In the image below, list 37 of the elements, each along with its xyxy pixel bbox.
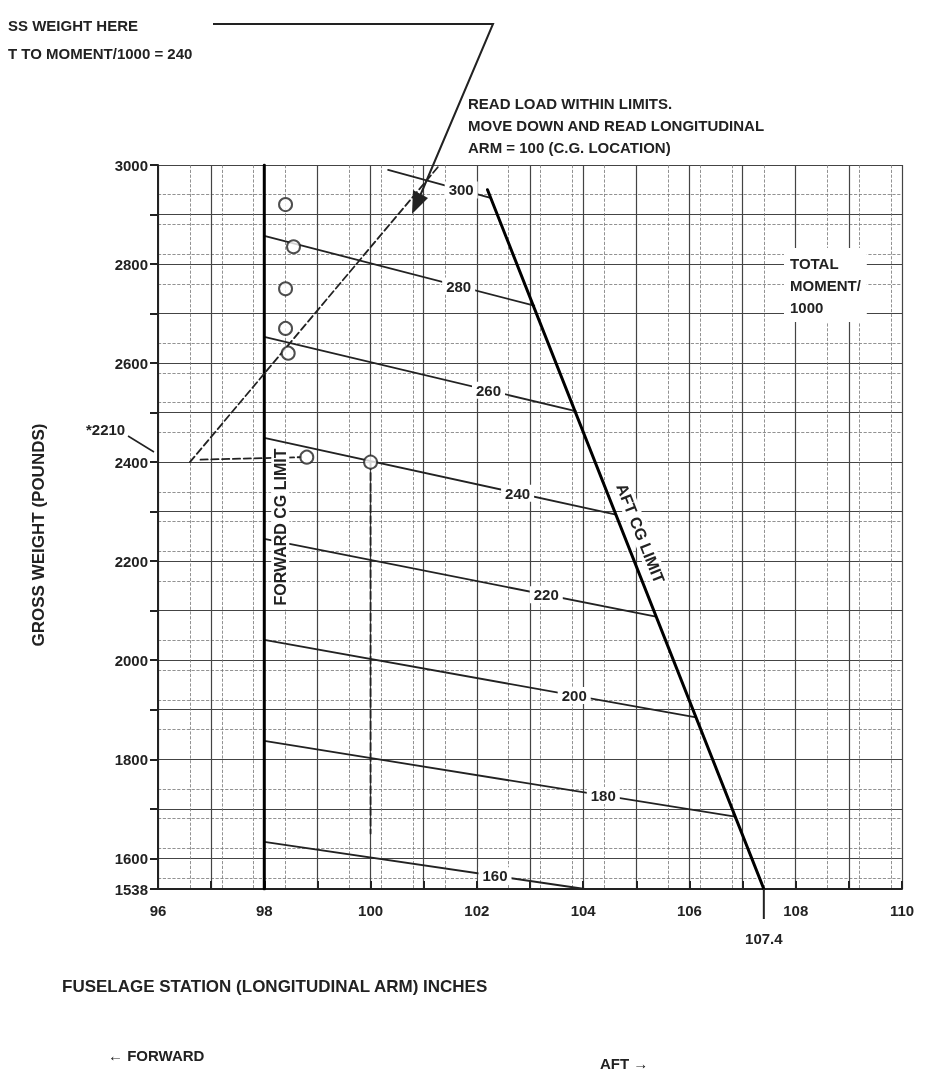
x-tick-label: 108 bbox=[783, 902, 809, 919]
text: READ LOAD WITHIN LIMITS. MOVE DOWN AND READ LONGITUDINAL ARM = 100 (C.G. LOCATION) bbox=[468, 94, 765, 156]
x-tick-label: 104 bbox=[570, 902, 597, 919]
x-axis-title: FUSELAGE STATION (LONGITUDINAL ARM) INCHES bbox=[62, 977, 488, 996]
text: *2210 bbox=[86, 420, 126, 438]
text: ← FORWARD bbox=[108, 1046, 205, 1064]
y-tick-label: 2600 bbox=[114, 354, 148, 372]
x-tick-label: 110 bbox=[889, 902, 915, 919]
x-tick-label: 106 bbox=[676, 902, 702, 919]
series-label: 300 bbox=[448, 181, 474, 199]
series-label: 280 bbox=[446, 277, 472, 295]
y-tick-label: 2200 bbox=[114, 552, 148, 570]
y-tick-label: 2000 bbox=[114, 651, 148, 669]
annotation: TOTAL MOMENT/ 1000 bbox=[790, 254, 862, 316]
y-axis-title: GROSS WEIGHT (POUNDS) bbox=[28, 423, 48, 647]
series-label: 180 bbox=[590, 786, 616, 804]
y-tick-label: 1800 bbox=[114, 750, 148, 768]
text: AFT → bbox=[600, 1054, 649, 1072]
series-label: 200 bbox=[561, 687, 587, 705]
series-label: 160 bbox=[482, 867, 508, 885]
annotation: 107.4 bbox=[745, 930, 784, 947]
series-label: 260 bbox=[475, 381, 502, 399]
text: T TO MOMENT/1000 = 240 bbox=[8, 44, 193, 62]
x-tick-label: 98 bbox=[255, 902, 273, 919]
y-tick-label: 1600 bbox=[114, 849, 148, 867]
y-tick-label: 3000 bbox=[114, 156, 148, 174]
y-tick-label: 1538 bbox=[114, 880, 148, 898]
text: AFT CG LIMIT bbox=[613, 481, 668, 586]
x-tick-label: 102 bbox=[464, 902, 490, 919]
y-tick-label: 2800 bbox=[114, 255, 148, 273]
x-tick-label: 100 bbox=[358, 902, 384, 919]
y-tick-label: 2400 bbox=[114, 453, 148, 471]
series-label: 220 bbox=[533, 586, 559, 604]
text: SS WEIGHT HERE bbox=[8, 16, 139, 34]
series-label: 240 bbox=[505, 484, 531, 502]
x-tick-label: 96 bbox=[149, 902, 167, 919]
text: FORWARD CG LIMIT bbox=[271, 448, 289, 606]
